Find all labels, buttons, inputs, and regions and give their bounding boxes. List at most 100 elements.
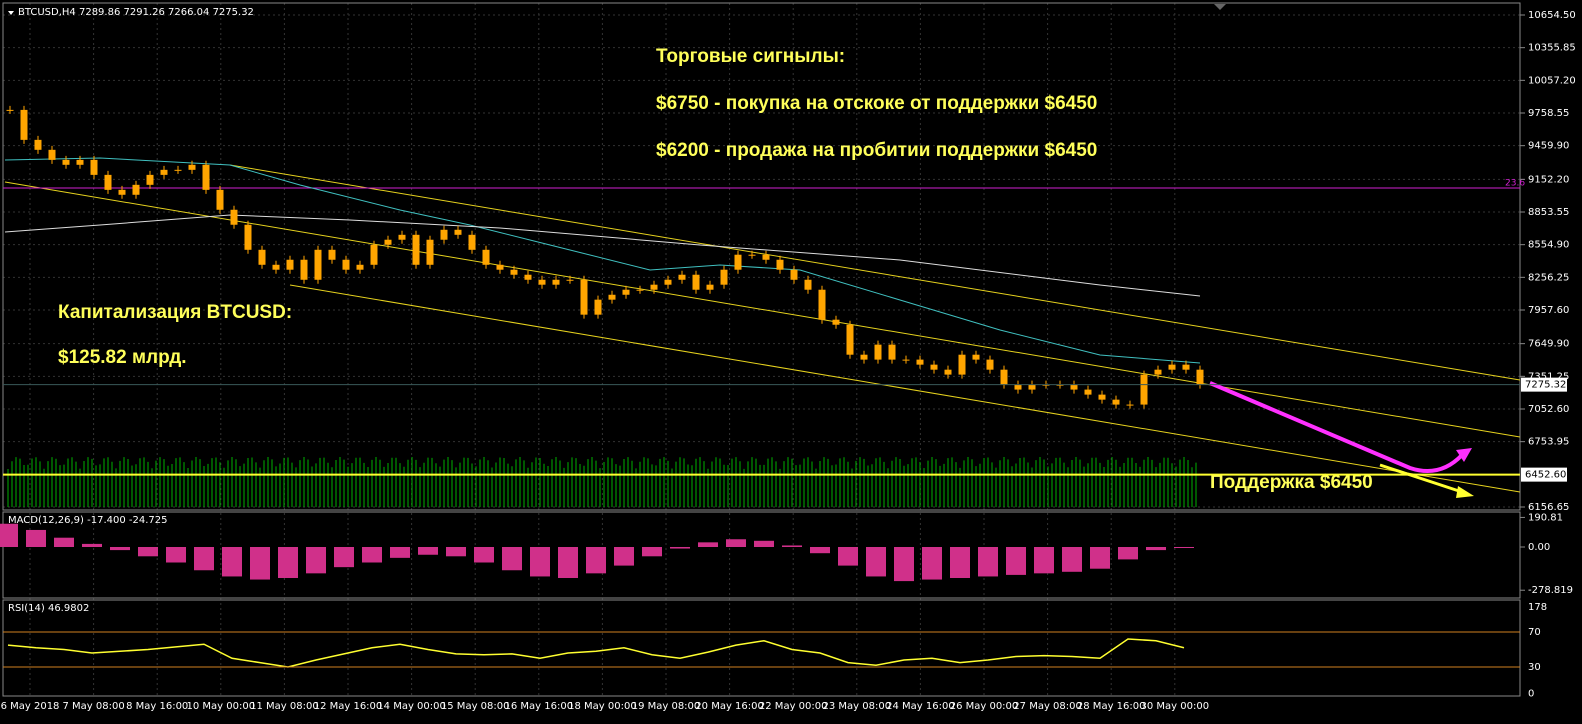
macd-panel bbox=[2, 511, 1521, 599]
macd-bar bbox=[222, 547, 242, 577]
rsi-tick-label: 70 bbox=[1528, 627, 1541, 638]
level-badge bbox=[1521, 377, 1567, 392]
channel-line bbox=[289, 284, 1521, 493]
level-label: 7275.32 bbox=[1525, 380, 1566, 391]
rsi-tick-label: 30 bbox=[1528, 662, 1541, 673]
time-label: 14 May 00:00 bbox=[377, 701, 446, 712]
macd-bar bbox=[1006, 547, 1026, 575]
macd-bar bbox=[446, 547, 466, 557]
rsi-line bbox=[7, 638, 1185, 668]
macd-bar bbox=[838, 547, 858, 566]
macd-bar bbox=[614, 547, 634, 566]
forecast-arrow bbox=[1379, 463, 1463, 494]
macd-bar bbox=[194, 547, 214, 571]
annotation: Капитализация BTCUSD: bbox=[58, 302, 292, 323]
price-tick-label: 6156.65 bbox=[1528, 502, 1569, 513]
price-tick-label: 10355.85 bbox=[1528, 43, 1576, 54]
annotation: $6750 - покупка на отскоке от поддержки … bbox=[656, 93, 1097, 114]
macd-bar bbox=[1062, 547, 1082, 572]
time-label: 8 May 16:00 bbox=[126, 701, 188, 712]
macd-bar bbox=[474, 547, 494, 563]
time-label: 28 May 16:00 bbox=[1077, 701, 1146, 712]
price-tick-label: 9459.90 bbox=[1528, 141, 1569, 152]
macd-bar bbox=[782, 545, 802, 547]
macd-bar bbox=[138, 547, 158, 557]
macd-bar bbox=[978, 547, 998, 577]
annotation: Поддержка $6450 bbox=[1210, 472, 1373, 493]
price-tick-label: 9152.20 bbox=[1528, 174, 1569, 185]
macd-bar bbox=[950, 547, 970, 578]
time-label: 11 May 08:00 bbox=[250, 701, 319, 712]
moving-average bbox=[4, 214, 1201, 297]
macd-bar bbox=[306, 547, 326, 574]
symbol-header: BTCUSD,H4 7289.86 7291.26 7266.04 7275.3… bbox=[18, 7, 254, 18]
macd-bar bbox=[1146, 547, 1166, 551]
time-label: 7 May 08:00 bbox=[62, 701, 124, 712]
price-panel bbox=[2, 2, 1521, 511]
price-tick-label: 10057.20 bbox=[1528, 75, 1576, 86]
macd-bar bbox=[558, 547, 578, 578]
macd-bar bbox=[54, 537, 74, 547]
macd-tick-label: 190.81 bbox=[1528, 512, 1563, 523]
price-tick-label: 7052.60 bbox=[1528, 404, 1569, 415]
macd-bar bbox=[502, 547, 522, 571]
time-label: 15 May 08:00 bbox=[441, 701, 510, 712]
macd-bar bbox=[0, 523, 18, 547]
channel-line bbox=[229, 164, 1521, 381]
annotation: $125.82 млрд. bbox=[58, 347, 187, 368]
channel-line bbox=[4, 181, 1521, 438]
macd-bar bbox=[1090, 547, 1110, 569]
time-label: 16 May 16:00 bbox=[505, 701, 574, 712]
moving-average bbox=[4, 157, 1201, 364]
price-tick-label: 7957.60 bbox=[1528, 305, 1569, 316]
time-label: 24 May 16:00 bbox=[886, 701, 955, 712]
macd-bar bbox=[810, 547, 830, 554]
macd-bar bbox=[1034, 547, 1054, 574]
annotation: $6200 - продажа на пробитии поддержки $6… bbox=[656, 140, 1097, 161]
macd-bar bbox=[1174, 547, 1194, 548]
macd-bar bbox=[530, 547, 550, 577]
macd-tick-label: 0.00 bbox=[1528, 542, 1550, 553]
time-label: 27 May 08:00 bbox=[1013, 701, 1082, 712]
scroll-marker bbox=[1214, 4, 1226, 10]
macd-bar bbox=[586, 547, 606, 574]
macd-bar bbox=[250, 547, 270, 580]
macd-bar bbox=[82, 543, 102, 547]
grid bbox=[3, 3, 1520, 696]
time-label: 26 May 00:00 bbox=[950, 701, 1019, 712]
price-tick-label: 7649.90 bbox=[1528, 339, 1569, 350]
macd-bar bbox=[110, 547, 130, 551]
macd-bar bbox=[334, 547, 354, 568]
macd-tick-label: -278.819 bbox=[1528, 585, 1573, 596]
time-label: 10 May 00:00 bbox=[187, 701, 256, 712]
level-badge bbox=[1521, 467, 1567, 482]
time-label: 20 May 16:00 bbox=[695, 701, 764, 712]
menu-icon bbox=[8, 11, 14, 15]
time-label: 6 May 2018 bbox=[1, 701, 60, 712]
macd-bar bbox=[698, 542, 718, 547]
price-tick-label: 6753.95 bbox=[1528, 437, 1569, 448]
time-label: 19 May 08:00 bbox=[632, 701, 701, 712]
price-tick-label: 8853.55 bbox=[1528, 207, 1569, 218]
macd-bar bbox=[754, 540, 774, 547]
arrow-head bbox=[1456, 486, 1474, 498]
rsi-panel bbox=[2, 599, 1521, 697]
price-tick-label: 7351.25 bbox=[1528, 371, 1569, 382]
macd-bar bbox=[922, 547, 942, 580]
macd-bar bbox=[166, 547, 186, 563]
time-label: 18 May 00:00 bbox=[568, 701, 637, 712]
fib-label: 23.6 bbox=[1505, 179, 1525, 189]
macd-bar bbox=[362, 547, 382, 563]
macd-bar bbox=[390, 547, 410, 558]
macd-label: MACD(12,26,9) -17.400 -24.725 bbox=[8, 515, 168, 526]
time-label: 30 May 00:00 bbox=[1141, 701, 1210, 712]
marks bbox=[0, 105, 1204, 668]
rsi-label: RSI(14) 46.9802 bbox=[8, 603, 89, 614]
level-label: 6452.60 bbox=[1525, 470, 1566, 481]
forecast-arrow bbox=[1209, 381, 1464, 473]
time-label: 23 May 08:00 bbox=[823, 701, 892, 712]
time-label: 12 May 16:00 bbox=[314, 701, 383, 712]
macd-bar bbox=[726, 539, 746, 547]
macd-bar bbox=[26, 529, 46, 547]
macd-bar bbox=[866, 547, 886, 577]
